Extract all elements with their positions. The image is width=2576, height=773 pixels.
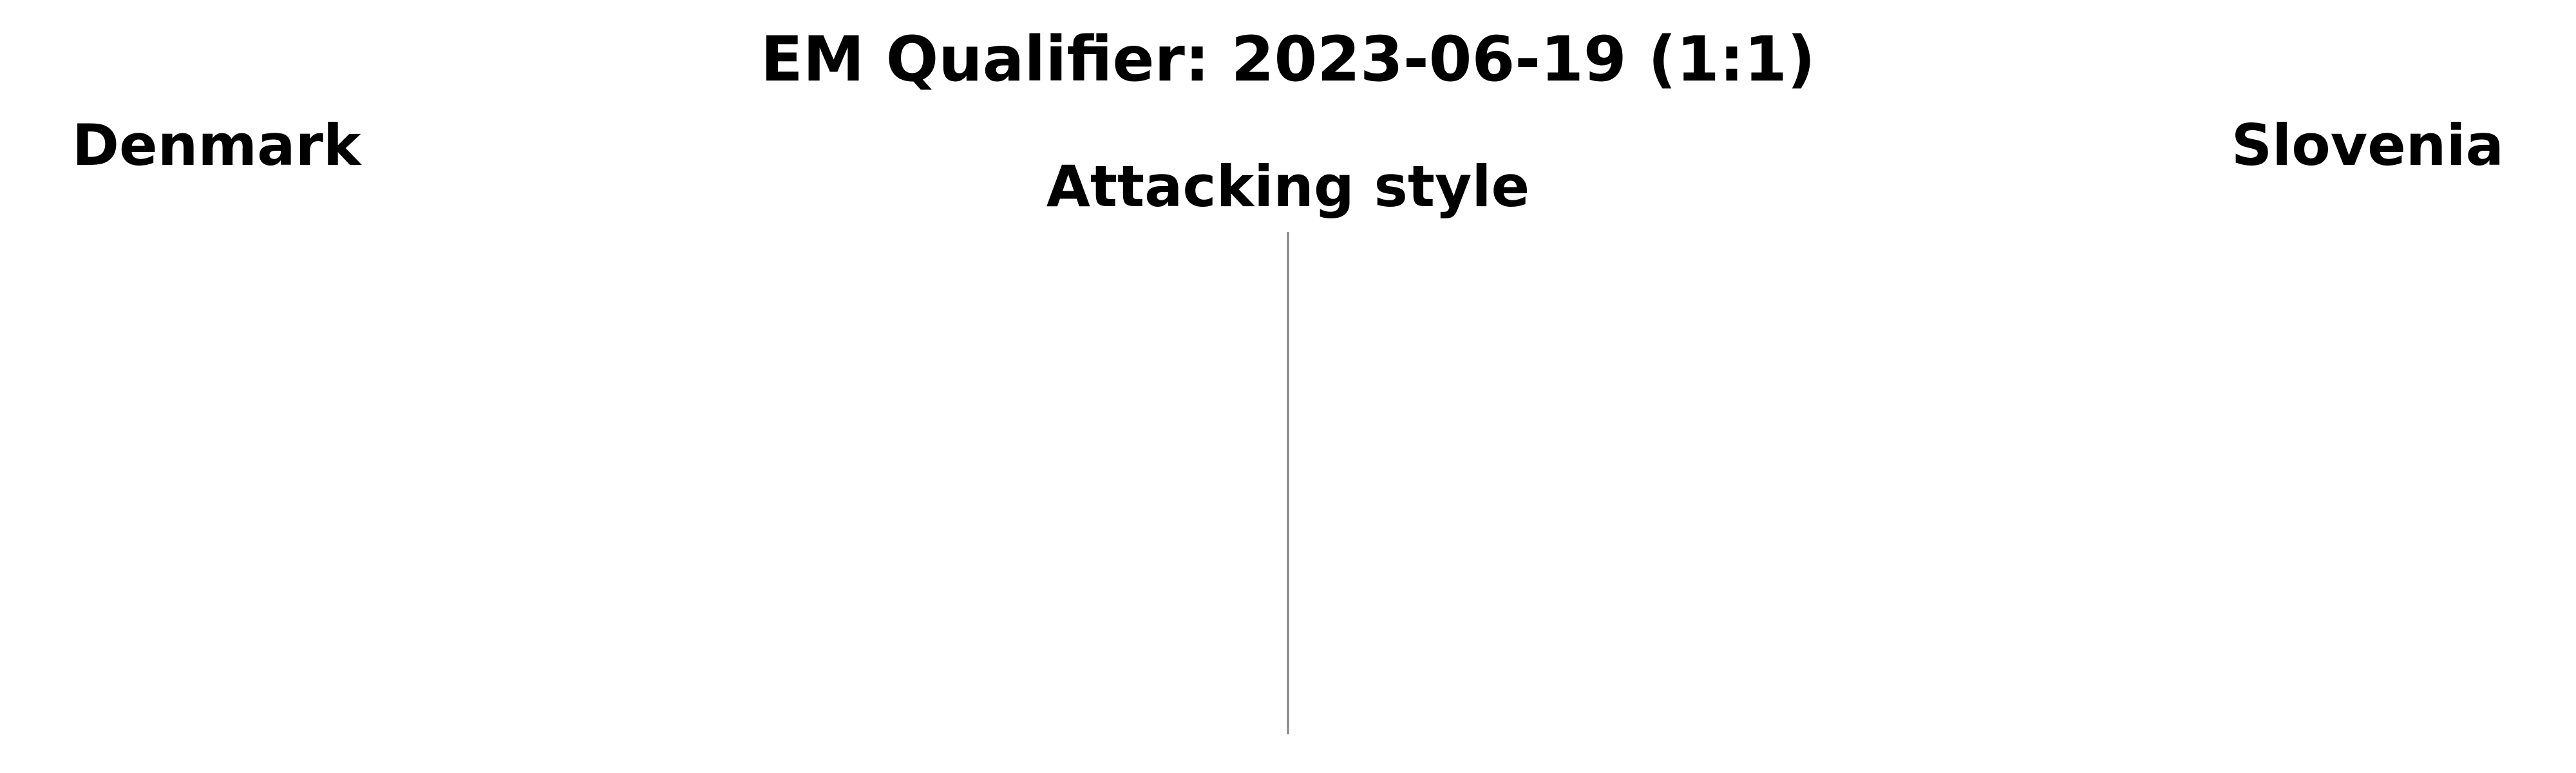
chart-subtitle: Attacking style xyxy=(1046,153,1530,220)
team-right-label: Slovenia xyxy=(2231,112,2504,178)
chart-title: EM Qualifier: 2023-06-19 (1:1) xyxy=(761,23,1815,95)
team-left-label: Denmark xyxy=(72,112,363,178)
